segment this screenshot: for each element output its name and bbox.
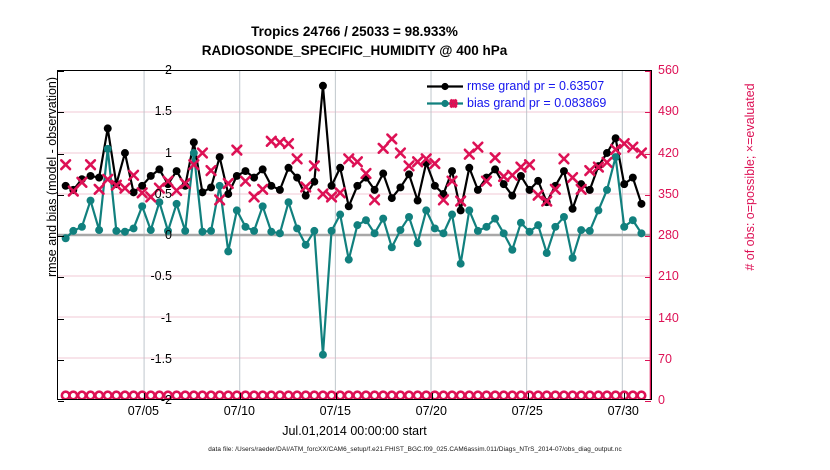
y-tick-label-left: -0.5 bbox=[150, 269, 172, 284]
x-tick-mark bbox=[240, 393, 242, 399]
legend-label-bias: bias grand pr = 0.083869 bbox=[467, 96, 607, 110]
y-tick-mark-left bbox=[58, 153, 64, 155]
y-tick-mark-right bbox=[645, 71, 651, 72]
y-tick-label-left: 1 bbox=[165, 145, 172, 160]
plot-area bbox=[57, 70, 652, 402]
y-tick-mark-right bbox=[645, 318, 651, 320]
x-tick-mark bbox=[336, 393, 338, 399]
y-tick-label-left: -1.5 bbox=[150, 351, 172, 366]
y-tick-mark-right bbox=[645, 194, 651, 196]
y-tick-mark-right bbox=[645, 236, 651, 237]
legend-row-rmse: rmse grand pr = 0.63507 bbox=[425, 78, 606, 95]
y-tick-label-right: 70 bbox=[658, 351, 672, 366]
y-tick-label-right: 560 bbox=[658, 63, 679, 77]
y-axis-label-right: # of obs: o=possible; ×=evaluated bbox=[743, 83, 757, 271]
chart-title: Tropics 24766 / 25033 = 98.933% RADIOSON… bbox=[57, 22, 652, 60]
bias-legend-swatch-icon bbox=[427, 98, 463, 109]
legend: rmse grand pr = 0.63507 bias grand pr = … bbox=[425, 78, 606, 112]
data-file-footer: data file: /Users/raeder/DAI/ATM_forcXX/… bbox=[208, 446, 622, 453]
y-tick-mark-right bbox=[645, 153, 651, 155]
y-tick-label-right: 0 bbox=[658, 393, 665, 407]
x-tick-label: 07/10 bbox=[223, 404, 255, 418]
y-tick-mark-left bbox=[58, 194, 64, 196]
y-tick-mark-left bbox=[58, 71, 64, 72]
x-axis-label: Jul.01,2014 00:00:00 start bbox=[282, 424, 427, 438]
y-tick-label-left: 2 bbox=[165, 63, 172, 77]
y-tick-mark-right bbox=[645, 277, 651, 279]
x-tick-label: 07/30 bbox=[607, 404, 639, 418]
legend-label-rmse: rmse grand pr = 0.63507 bbox=[467, 79, 605, 93]
y-tick-label-left: -2 bbox=[160, 393, 172, 407]
x-tick-mark bbox=[144, 393, 146, 399]
y-tick-label-left: 0 bbox=[165, 228, 172, 242]
y-tick-mark-left bbox=[58, 277, 64, 279]
x-tick-label: 07/20 bbox=[415, 404, 447, 418]
x-tick-mark bbox=[528, 393, 530, 399]
series-circle bbox=[60, 390, 647, 399]
y-tick-mark-left bbox=[58, 359, 64, 361]
y-tick-label-left: 0.5 bbox=[154, 186, 172, 201]
series-cross bbox=[59, 133, 648, 207]
x-tick-label: 07/15 bbox=[319, 404, 351, 418]
y-tick-label-right: 490 bbox=[658, 104, 679, 119]
chart-title-line-1: Tropics 24766 / 25033 = 98.933% bbox=[251, 24, 458, 39]
y-tick-mark-left bbox=[58, 401, 64, 402]
y-tick-mark-right bbox=[645, 359, 651, 361]
x-tick-mark bbox=[624, 393, 626, 399]
y-tick-mark-left bbox=[58, 318, 64, 320]
y-tick-mark-right bbox=[645, 401, 651, 402]
y-tick-label-right: 140 bbox=[658, 310, 679, 325]
series-filled-circle bbox=[61, 144, 646, 359]
x-tick-label: 07/05 bbox=[127, 404, 159, 418]
chart-title-line-2: RADIOSONDE_SPECIFIC_HUMIDITY @ 400 hPa bbox=[201, 43, 508, 58]
y-tick-mark-right bbox=[645, 112, 651, 114]
rmse-legend-swatch-icon bbox=[427, 82, 463, 91]
x-tick-mark bbox=[432, 393, 434, 399]
y-tick-mark-left bbox=[58, 112, 64, 114]
y-tick-label-right: 280 bbox=[658, 228, 679, 242]
y-tick-label-left: 1.5 bbox=[154, 104, 172, 119]
y-tick-label-right: 210 bbox=[658, 269, 679, 284]
y-tick-label-right: 350 bbox=[658, 186, 679, 201]
y-tick-label-left: -1 bbox=[160, 310, 172, 325]
grid-and-series-layer bbox=[58, 71, 651, 399]
x-tick-label: 07/25 bbox=[511, 404, 543, 418]
y-tick-mark-left bbox=[58, 236, 64, 237]
legend-row-bias: bias grand pr = 0.083869 bbox=[425, 95, 606, 112]
y-tick-label-right: 420 bbox=[658, 145, 679, 160]
